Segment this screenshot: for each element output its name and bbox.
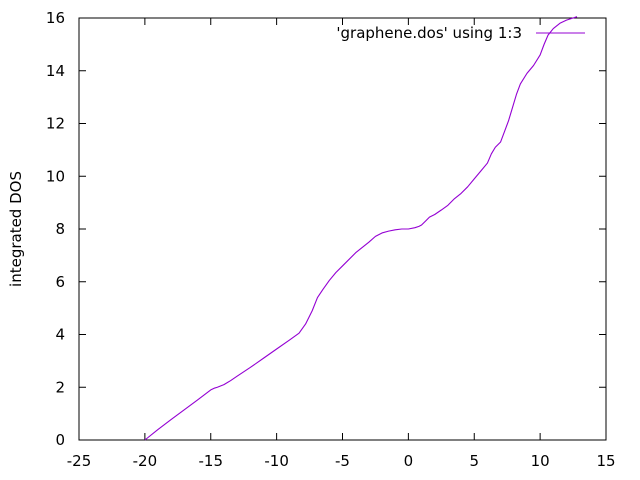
y-tick-label: 2 [55,378,65,396]
y-tick-label: 8 [55,220,65,238]
legend-entry-label: 'graphene.dos' using 1:3 [336,24,522,42]
plot-frame [78,17,607,441]
x-tick-label: -20 [133,452,158,470]
x-tick-label: -10 [264,452,289,470]
y-tick-label: 0 [55,431,65,449]
x-tick-label: -25 [67,452,92,470]
x-tick-label: 5 [469,452,479,470]
series-line [144,16,578,441]
x-tick-label: 15 [596,452,615,470]
y-tick-label: 4 [55,326,65,344]
y-axis: 0 2 4 6 8 10 12 14 16 [46,9,606,449]
y-tick-label: 12 [46,115,65,133]
x-tick-label: -15 [199,452,224,470]
y-tick-label: 14 [46,62,65,80]
y-axis-label: integrated DOS [7,171,25,287]
legend: 'graphene.dos' using 1:3 [336,24,585,42]
y-tick-label: 16 [46,9,65,27]
x-tick-label: 10 [531,452,550,470]
series-group [144,16,578,441]
x-tick-label: 0 [404,452,414,470]
x-axis: -25 -20 -15 -10 -5 0 5 10 15 [67,18,616,470]
y-tick-label: 10 [46,167,65,185]
x-tick-label: -5 [335,452,350,470]
y-tick-label: 6 [55,273,65,291]
